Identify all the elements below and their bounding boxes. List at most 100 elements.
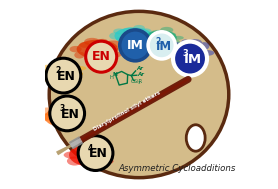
Ellipse shape bbox=[172, 36, 184, 40]
Ellipse shape bbox=[186, 125, 205, 151]
Ellipse shape bbox=[69, 144, 111, 166]
Ellipse shape bbox=[171, 42, 182, 50]
Text: IM: IM bbox=[184, 53, 202, 66]
Circle shape bbox=[46, 58, 81, 93]
Ellipse shape bbox=[69, 71, 83, 76]
Ellipse shape bbox=[77, 40, 118, 59]
Ellipse shape bbox=[64, 80, 74, 85]
Ellipse shape bbox=[95, 147, 106, 154]
Text: 3: 3 bbox=[138, 81, 140, 85]
Ellipse shape bbox=[98, 158, 114, 164]
Ellipse shape bbox=[49, 11, 229, 178]
Ellipse shape bbox=[84, 38, 100, 46]
Text: N: N bbox=[112, 72, 117, 77]
Ellipse shape bbox=[68, 110, 77, 116]
Ellipse shape bbox=[106, 51, 121, 58]
Ellipse shape bbox=[101, 150, 114, 160]
Ellipse shape bbox=[109, 32, 122, 40]
Ellipse shape bbox=[177, 53, 188, 60]
Ellipse shape bbox=[74, 52, 85, 59]
Text: EN: EN bbox=[92, 50, 111, 63]
Ellipse shape bbox=[113, 29, 125, 34]
Ellipse shape bbox=[70, 46, 82, 52]
Ellipse shape bbox=[38, 71, 53, 76]
Text: EN: EN bbox=[61, 108, 80, 121]
Text: H: H bbox=[110, 75, 114, 80]
Ellipse shape bbox=[101, 46, 118, 52]
Ellipse shape bbox=[61, 62, 76, 70]
Ellipse shape bbox=[152, 30, 164, 34]
Ellipse shape bbox=[153, 40, 163, 46]
Ellipse shape bbox=[104, 40, 123, 47]
Ellipse shape bbox=[89, 160, 102, 169]
Circle shape bbox=[78, 136, 113, 170]
Text: 4: 4 bbox=[88, 144, 93, 153]
Ellipse shape bbox=[188, 39, 202, 45]
Text: Diarylprolinol silyl ethers: Diarylprolinol silyl ethers bbox=[93, 91, 162, 132]
Ellipse shape bbox=[70, 75, 80, 81]
Ellipse shape bbox=[78, 140, 89, 148]
Ellipse shape bbox=[85, 55, 97, 62]
Ellipse shape bbox=[79, 42, 90, 48]
Circle shape bbox=[86, 41, 117, 72]
Ellipse shape bbox=[133, 40, 143, 44]
Circle shape bbox=[50, 96, 85, 131]
Ellipse shape bbox=[41, 108, 53, 115]
Circle shape bbox=[120, 30, 151, 61]
Ellipse shape bbox=[67, 118, 77, 125]
Ellipse shape bbox=[116, 36, 131, 42]
Ellipse shape bbox=[38, 113, 50, 121]
Ellipse shape bbox=[181, 40, 190, 47]
Ellipse shape bbox=[51, 120, 66, 125]
Ellipse shape bbox=[44, 64, 82, 83]
Ellipse shape bbox=[148, 32, 158, 38]
Ellipse shape bbox=[54, 107, 62, 115]
Ellipse shape bbox=[173, 42, 207, 64]
Ellipse shape bbox=[167, 48, 181, 57]
Ellipse shape bbox=[160, 27, 173, 33]
Ellipse shape bbox=[54, 63, 65, 71]
Ellipse shape bbox=[133, 25, 145, 31]
Ellipse shape bbox=[97, 39, 108, 45]
Ellipse shape bbox=[42, 65, 53, 71]
Ellipse shape bbox=[71, 147, 86, 154]
Text: 3: 3 bbox=[182, 49, 188, 58]
Ellipse shape bbox=[199, 42, 209, 50]
Ellipse shape bbox=[64, 151, 82, 159]
Ellipse shape bbox=[181, 55, 193, 63]
Text: Ar: Ar bbox=[137, 72, 144, 77]
Ellipse shape bbox=[70, 66, 86, 71]
Ellipse shape bbox=[42, 75, 57, 82]
Ellipse shape bbox=[65, 114, 77, 121]
Text: 2: 2 bbox=[155, 37, 160, 46]
Text: IM: IM bbox=[156, 40, 172, 53]
Ellipse shape bbox=[59, 105, 74, 114]
Text: EN: EN bbox=[89, 147, 108, 160]
Ellipse shape bbox=[62, 122, 71, 129]
Ellipse shape bbox=[121, 39, 136, 45]
Ellipse shape bbox=[188, 61, 203, 67]
Ellipse shape bbox=[78, 156, 95, 166]
Ellipse shape bbox=[167, 39, 180, 45]
Ellipse shape bbox=[193, 54, 206, 60]
Ellipse shape bbox=[141, 37, 154, 44]
Ellipse shape bbox=[55, 77, 64, 82]
Ellipse shape bbox=[161, 42, 172, 47]
Ellipse shape bbox=[49, 117, 59, 123]
Ellipse shape bbox=[123, 28, 136, 33]
Text: 3: 3 bbox=[59, 104, 64, 113]
Ellipse shape bbox=[148, 39, 157, 43]
Ellipse shape bbox=[140, 28, 152, 35]
Text: Asymmetric Cycloadditions: Asymmetric Cycloadditions bbox=[118, 164, 235, 173]
Ellipse shape bbox=[165, 32, 176, 37]
Ellipse shape bbox=[147, 30, 177, 45]
Ellipse shape bbox=[44, 108, 78, 127]
Circle shape bbox=[173, 42, 207, 76]
Text: OSiR: OSiR bbox=[131, 79, 143, 84]
Ellipse shape bbox=[145, 35, 153, 40]
Ellipse shape bbox=[199, 50, 214, 56]
Text: EN: EN bbox=[57, 70, 76, 83]
Text: Ar: Ar bbox=[136, 66, 143, 71]
Ellipse shape bbox=[67, 156, 82, 166]
Ellipse shape bbox=[98, 55, 110, 62]
